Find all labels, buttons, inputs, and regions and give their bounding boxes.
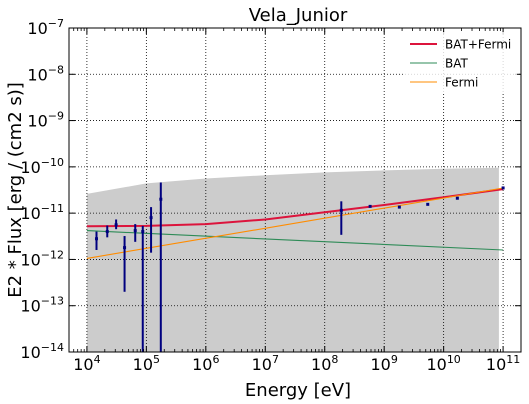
x-tick-label: 106 [192, 353, 219, 374]
data-point [123, 246, 127, 250]
legend-label: Fermi [445, 76, 478, 90]
y-tick-label: 10−14 [20, 341, 64, 362]
y-tick-label: 10−11 [20, 202, 64, 223]
legend-label: BAT+Fermi [445, 38, 511, 52]
data-point [397, 205, 401, 209]
y-axis-label: E2 * Flux [erg / (cm2 s)] [5, 82, 26, 298]
y-tick-label: 10−13 [20, 295, 64, 316]
data-point [94, 237, 98, 241]
ticks-layer: 104 105 106 107 108 109 1010 1011 10−14 10−13 10−1… [20, 17, 522, 374]
x-tick-label: 108 [311, 353, 338, 374]
data-point [339, 208, 343, 212]
series-line-bat-fermi [86, 188, 504, 228]
x-tick-label: 107 [252, 353, 279, 374]
y-tick-label: 10−8 [27, 63, 64, 84]
data-point [501, 186, 505, 190]
plot-frame [68, 27, 522, 353]
data-point [149, 216, 153, 220]
data-point [133, 229, 137, 233]
y-tick-label: 10−10 [20, 156, 64, 177]
x-tick-label: 105 [133, 353, 160, 374]
data-point [455, 196, 459, 200]
data-point [159, 197, 163, 201]
x-tick-label: 1010 [426, 353, 460, 374]
data-point [426, 202, 430, 206]
data-point [141, 230, 145, 234]
data-point [114, 223, 118, 227]
y-tick-label: 10−12 [20, 248, 64, 269]
y-tick-label: 10−9 [27, 110, 64, 131]
x-axis-label: Energy [eV] [245, 380, 351, 401]
chart-title: Vela_Junior [249, 5, 348, 26]
data-points-layer [94, 182, 505, 352]
x-tick-label: 109 [371, 353, 398, 374]
legend: BAT+Fermi BAT Fermi [403, 32, 517, 92]
uncertainty-band [86, 167, 499, 352]
uncertainty-band-layer [86, 167, 499, 352]
y-tick-label: 10−7 [27, 17, 64, 38]
x-tick-label: 1011 [486, 353, 520, 374]
data-point [368, 204, 372, 208]
data-point [105, 230, 109, 234]
legend-label: BAT [445, 57, 469, 71]
model-lines-layer [86, 187, 504, 259]
series-line-fermi [86, 187, 504, 259]
x-tick-label: 104 [73, 353, 100, 374]
series-line-bat [86, 230, 504, 251]
